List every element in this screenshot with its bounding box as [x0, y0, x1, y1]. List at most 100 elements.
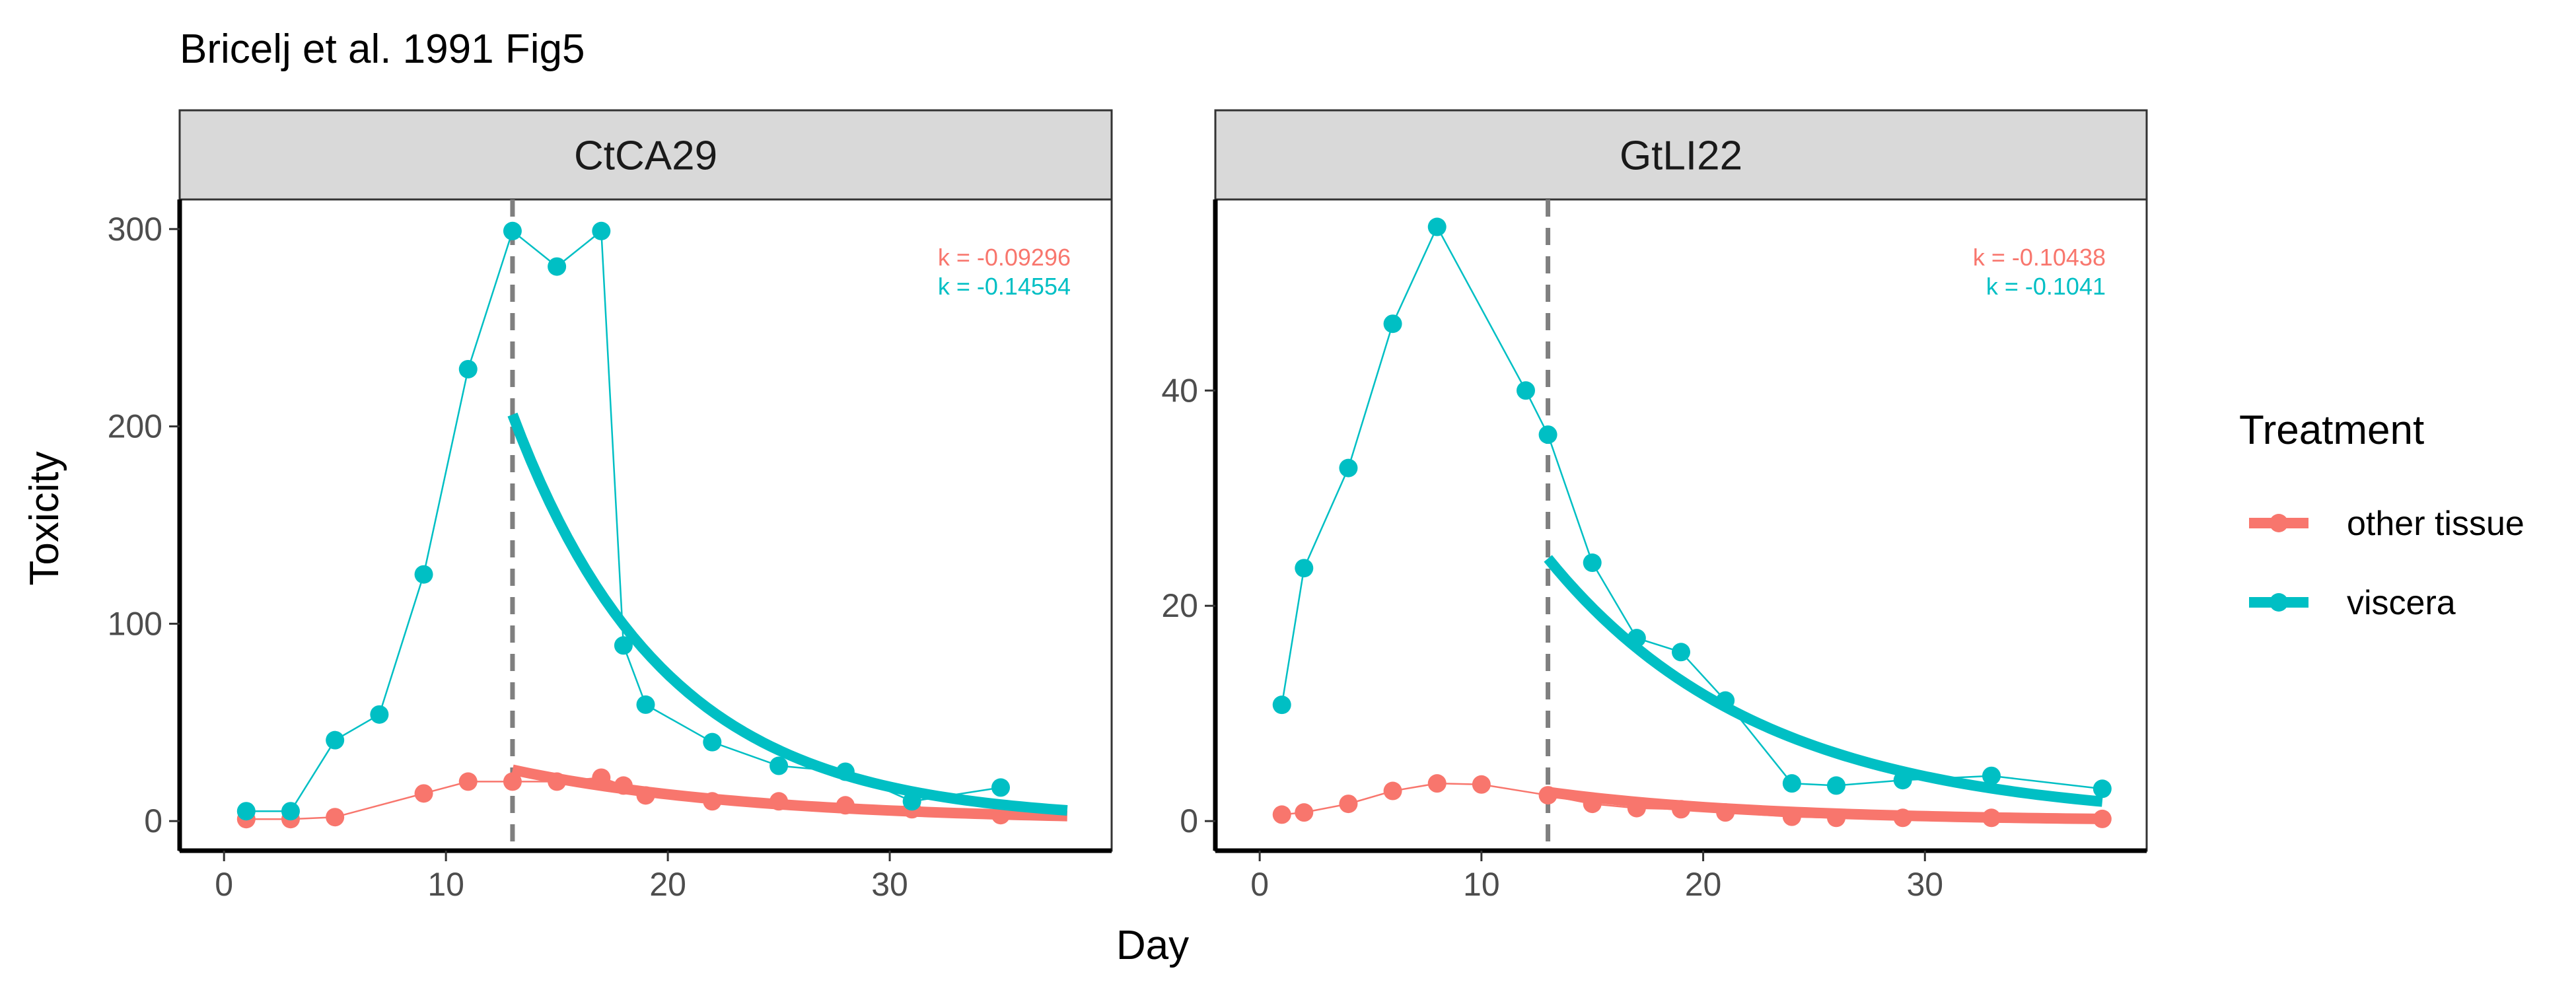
data-point-other-tissue — [1672, 800, 1690, 819]
y-axis-label: Toxicity — [22, 451, 67, 585]
legend-key-point — [2270, 593, 2288, 612]
data-point-other-tissue — [614, 776, 633, 795]
data-point-viscera — [1272, 695, 1291, 715]
data-point-other-tissue — [1472, 775, 1491, 794]
data-point-viscera — [370, 705, 389, 724]
data-point-other-tissue — [1627, 799, 1646, 818]
legend: Treatment other tissue viscera — [2239, 408, 2524, 622]
data-point-other-tissue — [414, 784, 433, 803]
data-point-other-tissue — [1827, 808, 1845, 828]
data-point-other-tissue — [1339, 795, 1358, 814]
x-tick-label: 10 — [427, 866, 464, 903]
series-line-viscera — [1281, 225, 2103, 790]
k-annotation: k = -0.09296 — [938, 244, 1071, 271]
data-point-other-tissue — [326, 808, 345, 827]
data-point-other-tissue — [1583, 795, 1602, 814]
data-point-viscera — [1627, 629, 1646, 648]
data-point-viscera — [1716, 691, 1735, 710]
x-tick-label: 30 — [871, 866, 908, 903]
data-point-viscera — [1982, 766, 2001, 785]
data-point-other-tissue — [1538, 786, 1557, 805]
legend-title: Treatment — [2239, 408, 2424, 453]
data-point-other-tissue — [703, 792, 722, 811]
data-point-other-tissue — [503, 772, 522, 791]
x-tick-label: 20 — [649, 866, 686, 903]
y-tick-label: 200 — [108, 408, 162, 445]
legend-key-point — [2270, 514, 2288, 532]
data-point-viscera — [281, 802, 300, 821]
data-point-viscera — [614, 636, 633, 655]
data-point-viscera — [236, 802, 256, 821]
data-point-viscera — [1295, 559, 1314, 578]
facet-strip-label: CtCA29 — [574, 133, 717, 179]
data-point-viscera — [836, 762, 855, 781]
data-point-viscera — [1782, 774, 1801, 793]
data-point-other-tissue — [548, 772, 567, 791]
data-point-other-tissue — [1272, 805, 1291, 824]
x-tick-label: 20 — [1685, 866, 1722, 903]
data-point-viscera — [1538, 425, 1557, 444]
data-point-other-tissue — [1383, 781, 1402, 800]
data-point-other-tissue — [458, 772, 478, 791]
k-annotation: k = -0.1041 — [1986, 273, 2106, 300]
y-tick-label: 20 — [1161, 587, 1198, 624]
y-tick-label: 40 — [1161, 372, 1198, 409]
data-point-other-tissue — [636, 786, 655, 805]
data-point-viscera — [503, 221, 522, 240]
data-point-other-tissue — [769, 792, 789, 811]
k-annotation: k = -0.14554 — [938, 273, 1071, 300]
data-point-other-tissue — [1716, 803, 1735, 822]
data-point-viscera — [703, 732, 722, 752]
legend-entry-label: other tissue — [2347, 505, 2524, 543]
data-point-viscera — [769, 756, 789, 775]
data-point-viscera — [1517, 381, 1535, 400]
data-point-viscera — [326, 730, 345, 750]
y-tick-label: 0 — [1180, 802, 1198, 839]
data-point-viscera — [991, 778, 1011, 797]
y-tick-label: 100 — [108, 605, 162, 642]
data-point-viscera — [1383, 314, 1402, 334]
data-point-other-tissue — [2093, 809, 2112, 828]
data-point-viscera — [902, 792, 921, 811]
k-annotation: k = -0.10438 — [1973, 244, 2106, 271]
data-point-viscera — [414, 565, 433, 584]
x-tick-label: 0 — [215, 866, 233, 903]
data-point-viscera — [2093, 779, 2112, 799]
x-tick-label: 0 — [1250, 866, 1269, 903]
y-tick-label: 300 — [108, 211, 162, 248]
data-point-viscera — [458, 359, 478, 378]
data-point-other-tissue — [592, 768, 611, 787]
fit-curve-viscera — [507, 412, 1068, 816]
data-point-viscera — [1427, 217, 1447, 236]
fit-curve-other-tissue — [511, 764, 1067, 822]
y-tick-label: 0 — [144, 802, 162, 839]
x-tick-label: 10 — [1463, 866, 1500, 903]
data-point-viscera — [1339, 458, 1358, 478]
data-point-viscera — [1893, 771, 1912, 790]
data-point-viscera — [592, 221, 611, 240]
data-point-other-tissue — [1893, 808, 1912, 828]
data-point-other-tissue — [1295, 803, 1314, 822]
fit-curve-viscera — [1544, 555, 2103, 807]
data-point-viscera — [1672, 643, 1690, 662]
data-point-viscera — [1827, 776, 1845, 795]
facet-strip — [1214, 109, 2148, 201]
chart-title: Bricelj et al. 1991 Fig5 — [180, 26, 585, 72]
facet-strip-label: GtLI22 — [1620, 133, 1742, 179]
x-axis-label: Day — [1116, 923, 1189, 968]
data-point-viscera — [636, 695, 655, 714]
legend-entry-label: viscera — [2347, 584, 2456, 622]
data-point-other-tissue — [836, 796, 855, 815]
data-point-other-tissue — [1427, 774, 1447, 793]
data-point-other-tissue — [991, 806, 1011, 825]
facet-strip — [178, 109, 1113, 201]
x-tick-label: 30 — [1906, 866, 1943, 903]
data-point-viscera — [1583, 553, 1602, 573]
data-point-other-tissue — [1982, 808, 2001, 828]
data-point-other-tissue — [1782, 807, 1801, 826]
